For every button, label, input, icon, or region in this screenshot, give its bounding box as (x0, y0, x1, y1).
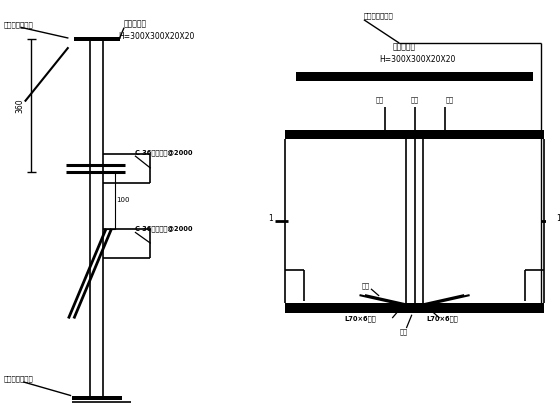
Text: 360: 360 (16, 98, 25, 113)
Bar (285, 130, 544, 139)
Text: 点焊: 点焊 (400, 328, 408, 335)
Text: 点焊: 点焊 (410, 97, 418, 103)
Text: 桩底标高锂柱桩: 桩底标高锂柱桩 (4, 375, 34, 382)
Text: 工字锂锂柱: 工字锂锂柱 (124, 20, 147, 29)
Bar (285, 304, 544, 312)
Bar (296, 72, 533, 81)
Text: 1: 1 (268, 214, 273, 223)
Text: C 36锂制锂柱@2000: C 36锂制锂柱@2000 (135, 226, 193, 232)
Text: 1: 1 (556, 214, 560, 223)
Text: L70×6角锂: L70×6角锂 (426, 315, 458, 322)
Text: 桩顶标高锂柱桩: 桩顶标高锂柱桩 (4, 21, 34, 28)
Text: 点焊: 点焊 (446, 97, 454, 103)
Bar (74, 37, 120, 41)
Text: 100: 100 (116, 197, 130, 203)
Text: C 36锂制锂柱@2000: C 36锂制锂柱@2000 (135, 149, 193, 156)
Text: H=300X300X20X20: H=300X300X20X20 (379, 55, 455, 64)
Bar (72, 396, 122, 400)
Text: L70×6角锂: L70×6角锂 (344, 315, 376, 322)
Text: 点焊: 点焊 (362, 282, 370, 289)
Text: 桩顶标高锂柱桩: 桩顶标高锂柱桩 (364, 13, 394, 19)
Text: H=300X300X20X20: H=300X300X20X20 (119, 32, 195, 41)
Text: 工字锂锂柱: 工字锂锂柱 (393, 43, 416, 52)
Text: 点焊: 点焊 (375, 97, 383, 103)
